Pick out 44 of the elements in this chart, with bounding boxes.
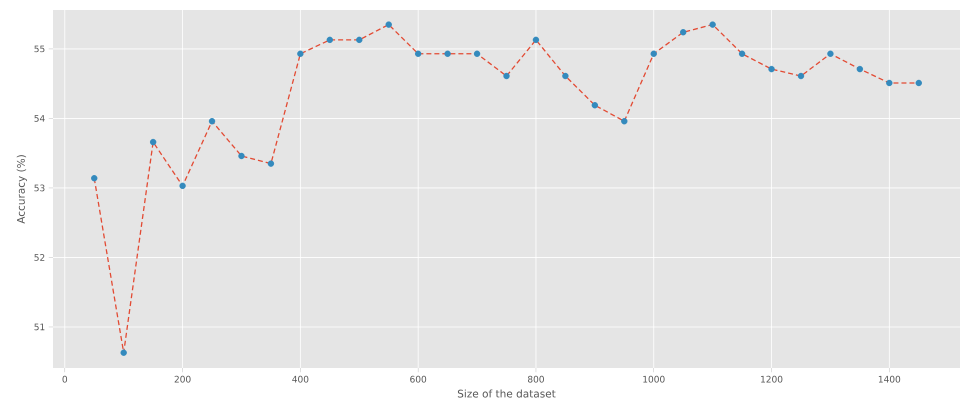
point <box>150 138 156 146</box>
point <box>444 50 451 57</box>
point <box>680 29 686 36</box>
point <box>768 66 775 72</box>
point <box>592 102 598 108</box>
point <box>356 36 362 44</box>
point <box>179 182 186 190</box>
point <box>621 118 628 124</box>
x-tick-label: 1000 <box>643 376 665 383</box>
point <box>297 50 304 57</box>
point <box>856 66 864 72</box>
y-tick-label: 53 <box>34 184 44 192</box>
x-tick-label: 1200 <box>761 376 782 383</box>
point <box>386 21 392 28</box>
x-tick-label: 600 <box>410 376 426 383</box>
x-tick-label: 1400 <box>878 376 900 383</box>
x-tick-label: 0 <box>62 376 68 383</box>
point <box>326 36 334 44</box>
point <box>738 50 746 57</box>
x-tick-label: 800 <box>528 376 544 383</box>
point <box>238 152 245 160</box>
point <box>827 50 834 57</box>
point <box>886 80 893 86</box>
point <box>474 50 480 57</box>
point <box>208 118 216 124</box>
y-tick-label: 51 <box>34 324 44 330</box>
point <box>916 80 922 86</box>
point <box>414 50 422 57</box>
point <box>268 160 274 167</box>
y-axis-title: Accuracy (%) <box>16 155 27 224</box>
point <box>562 72 569 80</box>
y-tick-label: 54 <box>34 115 45 122</box>
x-tick-label: 200 <box>174 376 191 383</box>
point <box>709 21 716 28</box>
point <box>120 349 127 356</box>
y-tick-label: 55 <box>34 46 44 52</box>
y-tick-label: 52 <box>34 254 44 261</box>
x-axis-title: Size of the dataset <box>458 389 556 398</box>
point <box>650 50 657 57</box>
point <box>503 72 510 80</box>
point <box>91 175 98 182</box>
x-tick-label: 400 <box>292 376 308 383</box>
point <box>798 72 804 80</box>
point <box>532 36 540 44</box>
